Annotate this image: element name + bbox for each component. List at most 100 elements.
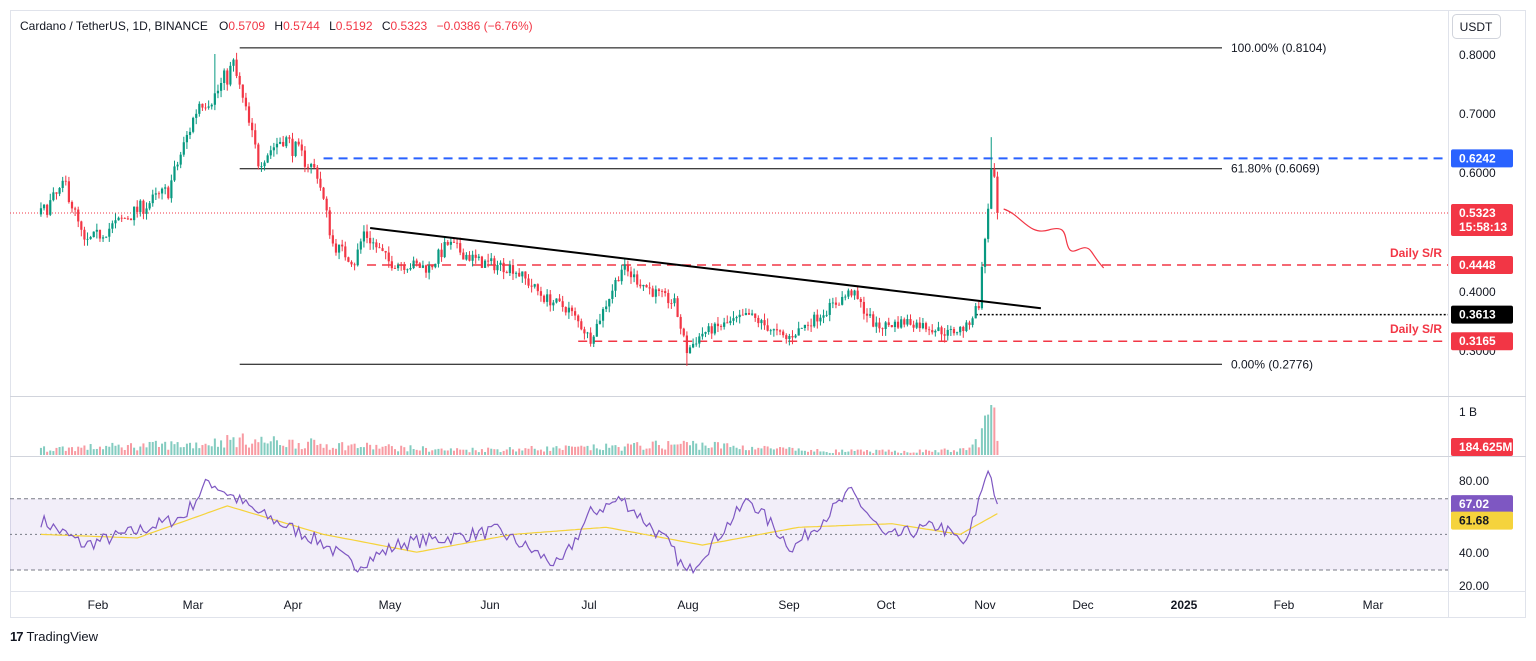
- volume-bar: [602, 450, 605, 455]
- volume-bar: [909, 452, 912, 455]
- candle-body: [785, 335, 788, 339]
- candle-body: [176, 164, 179, 167]
- volume-bar: [139, 446, 142, 455]
- volume-bar: [928, 450, 931, 455]
- rsi-tick: 80.00: [1459, 474, 1489, 488]
- volume-bar: [366, 442, 369, 455]
- volume-bar: [46, 451, 49, 455]
- volume-bar: [120, 447, 123, 455]
- volume-bar: [157, 446, 160, 455]
- volume-bar: [760, 448, 763, 455]
- volume-bar: [49, 450, 52, 455]
- candles: [39, 52, 999, 366]
- candle-body: [499, 262, 502, 265]
- candle-body: [937, 327, 940, 331]
- candle-body: [608, 298, 611, 307]
- volume-bar: [984, 415, 987, 455]
- currency-button-box[interactable]: [1452, 14, 1501, 39]
- fib-0-label: 0.00% (0.2776): [1231, 357, 1313, 371]
- candle-body: [716, 323, 720, 327]
- candle-body: [822, 315, 825, 318]
- volume-bar: [834, 449, 837, 455]
- candle-body: [626, 264, 629, 272]
- candle-body: [263, 162, 266, 167]
- volume-bar: [918, 449, 921, 455]
- candle-body: [685, 335, 688, 354]
- tag-sr-lower-box: [1451, 332, 1513, 351]
- volume-bar: [456, 448, 459, 455]
- tag-resistance-box: [1451, 149, 1513, 168]
- volume-bar: [766, 446, 769, 455]
- volume-bars: [39, 405, 999, 455]
- volume-bar: [887, 449, 890, 455]
- volume-bar: [431, 450, 434, 455]
- volume-bar: [471, 447, 474, 455]
- candle-body: [496, 264, 499, 271]
- price-tick: 0.8000: [1459, 48, 1496, 62]
- candle-body: [803, 324, 807, 329]
- volume-bar: [822, 451, 825, 455]
- volume-bar: [275, 440, 278, 455]
- volume-bar: [291, 439, 294, 455]
- volume-bar: [322, 447, 325, 455]
- candle-body: [188, 131, 192, 135]
- time-tick: Jun: [480, 598, 499, 612]
- candle-body: [670, 303, 673, 304]
- candle-body: [67, 181, 70, 203]
- level-lines: [10, 47, 1448, 365]
- candle-body: [291, 138, 294, 156]
- candle-body: [946, 329, 949, 336]
- volume-bar: [664, 449, 667, 455]
- time-tick: 2025: [1171, 598, 1198, 612]
- volume-bar: [164, 441, 167, 455]
- candle-body: [213, 93, 216, 105]
- candle-body: [480, 256, 484, 268]
- descending-trendline: [370, 227, 1042, 310]
- candle-body: [260, 166, 263, 167]
- candle-body: [542, 295, 546, 302]
- candle-body: [841, 296, 844, 305]
- candle-body: [856, 290, 859, 300]
- candle-body: [859, 299, 862, 302]
- volume-bar: [676, 444, 679, 455]
- volume-bar: [701, 442, 704, 455]
- candle-body: [341, 244, 344, 247]
- volume-bar: [800, 450, 803, 455]
- volume-bar: [574, 446, 577, 455]
- candle-body: [896, 321, 900, 328]
- tag-resistance: 0.6242: [1451, 149, 1513, 168]
- tag-last-price-text: 0.5323: [1459, 206, 1496, 220]
- volume-bar: [518, 448, 521, 455]
- currency-button[interactable]: USDT: [1460, 20, 1493, 34]
- volume-bar: [940, 449, 943, 455]
- volume-bar: [400, 445, 403, 455]
- candle-body: [77, 209, 80, 222]
- volume-bar: [757, 447, 760, 455]
- volume-bar: [502, 450, 505, 455]
- volume-bar: [915, 452, 918, 455]
- volume-bar: [198, 448, 201, 455]
- volume-bar: [98, 446, 101, 455]
- candle-body: [810, 325, 813, 327]
- volume-bar: [897, 452, 900, 455]
- candle-body: [900, 319, 903, 328]
- volume-bar: [238, 437, 241, 455]
- tag-rsi-ma-text: 61.68: [1459, 514, 1489, 528]
- volume-bar: [866, 449, 869, 455]
- volume-bar: [595, 448, 598, 455]
- volume-bar: [670, 444, 673, 455]
- volume-bar: [294, 448, 297, 455]
- volume-bar: [788, 447, 791, 455]
- volume-bar: [307, 441, 310, 455]
- volume-bar: [614, 445, 617, 455]
- volume-bar: [946, 449, 949, 455]
- volume-bar: [807, 451, 810, 455]
- tag-volume-box: [1451, 438, 1513, 456]
- volume-bar: [331, 447, 334, 455]
- candle-body: [362, 231, 366, 242]
- volume-bar: [825, 452, 828, 455]
- time-tick: Feb: [1274, 598, 1295, 612]
- candle-body: [459, 243, 462, 253]
